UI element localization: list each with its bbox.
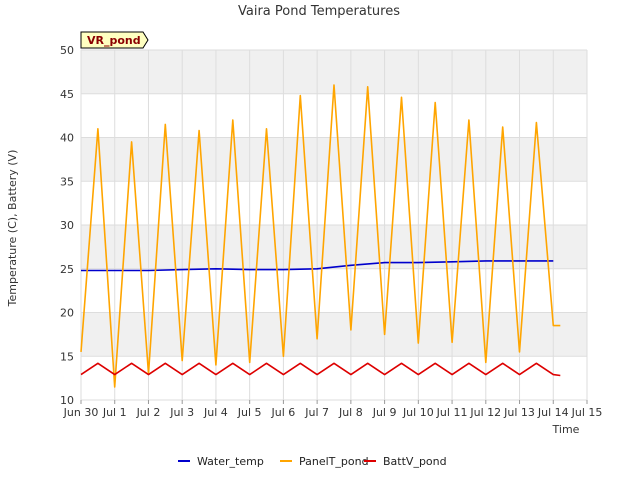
x-tick-label: Jul 2 <box>136 406 161 419</box>
y-tick-label: 35 <box>60 175 74 188</box>
series-layer <box>80 84 561 388</box>
series-line-battv-pond <box>80 362 561 377</box>
x-tick-label: Jul 3 <box>169 406 194 419</box>
y-tick-label: 15 <box>60 350 74 363</box>
y-tick-label: 45 <box>60 88 74 101</box>
plot-band <box>81 137 587 182</box>
y-tick-label: 50 <box>60 44 74 57</box>
x-axis-ticks: Jun 30 Jul 1 Jul 2 Jul 3 Jul 4 Jul 5 Jul 6 Jul … <box>63 400 603 419</box>
y-axis-label: Temperature (C), Battery (V) <box>6 150 19 308</box>
y-tick-label: 30 <box>60 219 74 232</box>
station-badge-label: VR_pond <box>87 34 141 47</box>
legend-label: Water_temp <box>197 455 264 468</box>
x-tick-label: Jul 5 <box>237 406 262 419</box>
x-tick-label: Jul 11 <box>436 406 468 419</box>
x-tick-label: Jun 30 <box>63 406 99 419</box>
y-tick-label: 20 <box>60 307 74 320</box>
legend-item-water-temp: Water_temp <box>178 455 264 468</box>
station-badge-box <box>80 31 149 49</box>
y-axis-ticks: 10 15 20 25 30 35 40 45 50 <box>60 44 74 407</box>
legend-item-battv-pond: BattV_pond <box>364 455 447 468</box>
y-tick-label: 10 <box>60 394 74 407</box>
x-tick-label: Jul 7 <box>304 406 329 419</box>
x-tick-label: Jul 15 <box>571 406 603 419</box>
x-tick-label: Jul 10 <box>402 406 434 419</box>
x-tick-label: Jul 6 <box>271 406 296 419</box>
x-tick-label: Jul 1 <box>102 406 127 419</box>
x-tick-label: Jul 4 <box>203 406 228 419</box>
x-tick-label: Jul 14 <box>537 406 569 419</box>
x-tick-label: Jul 9 <box>372 406 397 419</box>
x-tick-label: Jul 8 <box>338 406 363 419</box>
legend: Water_temp PanelT_pond BattV_pond <box>178 455 447 468</box>
station-badge: VR_pond <box>80 31 149 49</box>
legend-item-panelt-pond: PanelT_pond <box>280 455 369 468</box>
chart-title: Vaira Pond Temperatures <box>238 4 400 19</box>
legend-label: BattV_pond <box>383 455 447 468</box>
x-axis-label: Time <box>552 423 580 436</box>
y-tick-label: 25 <box>60 263 74 276</box>
series-line-water-temp <box>81 260 554 272</box>
series-line-panelt-pond <box>80 84 561 388</box>
y-tick-label: 40 <box>60 132 74 145</box>
x-tick-label: Jul 13 <box>503 406 535 419</box>
plot-band <box>81 312 587 357</box>
legend-label: PanelT_pond <box>299 455 369 468</box>
x-tick-label: Jul 12 <box>469 406 501 419</box>
